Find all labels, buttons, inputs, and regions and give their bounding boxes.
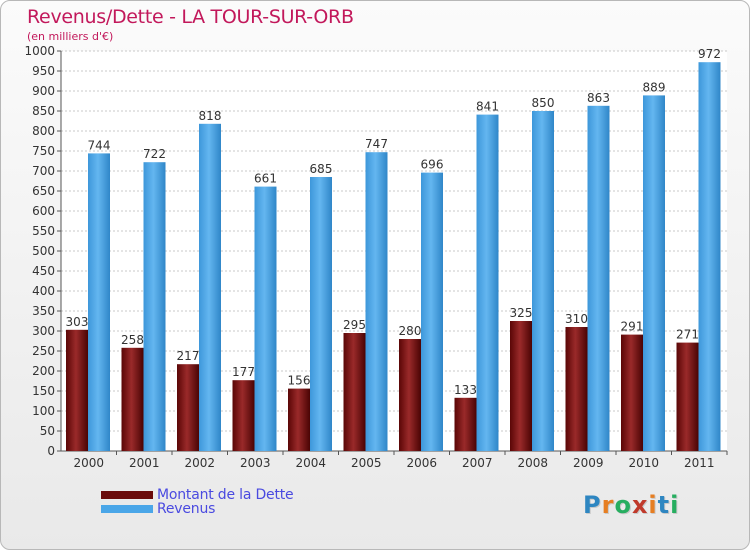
data-label-debt: 271 <box>676 328 699 342</box>
data-label-debt: 217 <box>177 349 200 363</box>
legend-label-debt: Montant de la Dette <box>157 487 294 503</box>
chart-title: Revenus/Dette - LA TOUR-SUR-ORB <box>27 6 354 28</box>
logo-letter: x <box>631 491 649 519</box>
y-tick-label: 350 <box>32 304 55 318</box>
bar-debt <box>288 388 310 451</box>
logo-letter: i <box>670 491 680 519</box>
x-tick-label: 2000 <box>73 456 104 470</box>
x-tick-label: 2005 <box>351 456 382 470</box>
y-tick-label: 900 <box>32 84 55 98</box>
data-label-revenue: 685 <box>310 162 333 176</box>
data-label-revenue: 850 <box>532 96 555 110</box>
x-tick-label: 2003 <box>240 456 271 470</box>
x-tick-label: 2002 <box>184 456 215 470</box>
bar-debt <box>232 380 255 451</box>
x-tick-label: 2011 <box>684 456 715 470</box>
x-tick-label: 2001 <box>129 456 160 470</box>
bar-revenue <box>476 114 499 451</box>
bar-debt <box>343 333 366 451</box>
y-tick-label: 750 <box>32 144 55 158</box>
logo-letter: o <box>614 491 632 519</box>
bar-debt <box>454 397 477 451</box>
y-tick-label: 950 <box>32 64 55 78</box>
bar-revenue <box>421 172 443 451</box>
bar-revenue <box>532 111 554 451</box>
y-tick-label: 700 <box>32 164 55 178</box>
data-label-revenue: 889 <box>643 80 666 94</box>
data-label-debt: 258 <box>121 333 144 347</box>
bar-revenue <box>254 186 277 451</box>
legend-swatch-revenue <box>101 505 153 513</box>
bar-revenue <box>88 153 110 451</box>
bar-debt <box>676 342 699 451</box>
y-tick-label: 300 <box>32 324 55 338</box>
data-label-revenue: 841 <box>476 100 499 114</box>
bar-chart: 0 50 100 150 200 250 300 350 400 450 500 550 600 650 7… <box>24 44 728 470</box>
y-tick-label: 100 <box>32 404 55 418</box>
bar-revenue <box>587 105 610 452</box>
bar-revenue <box>143 162 166 451</box>
bar-debt <box>510 321 532 451</box>
data-label-debt: 280 <box>399 324 422 338</box>
data-label-revenue: 818 <box>199 109 222 123</box>
logo-letter: P <box>583 491 602 519</box>
y-tick-label: 200 <box>32 364 55 378</box>
x-tick-label: 2008 <box>517 456 548 470</box>
data-label-debt: 295 <box>343 318 366 332</box>
legend-label-revenue: Revenus <box>157 501 216 517</box>
bar-revenue <box>698 62 721 451</box>
proxiti-logo: Proxiti <box>583 491 679 519</box>
bar-debt <box>565 327 588 451</box>
y-tick-label: 500 <box>32 244 55 258</box>
bar-debt <box>66 329 88 451</box>
data-label-revenue: 696 <box>421 158 444 172</box>
bar-debt <box>177 364 199 451</box>
x-tick-label: 2009 <box>573 456 604 470</box>
bar-debt <box>121 347 144 451</box>
y-tick-label: 800 <box>32 124 55 138</box>
bar-revenue <box>643 95 665 452</box>
data-label-debt: 291 <box>621 320 644 334</box>
y-tick-label: 400 <box>32 284 55 298</box>
y-tick-label: 850 <box>32 104 55 118</box>
data-label-debt: 310 <box>565 312 588 326</box>
bar-revenue <box>199 123 221 452</box>
data-label-revenue: 744 <box>88 138 111 152</box>
logo-letter: i <box>648 491 658 519</box>
data-label-debt: 156 <box>288 374 311 388</box>
x-tick-label: 2006 <box>406 456 437 470</box>
y-tick-label: 1000 <box>24 44 55 58</box>
data-label-revenue: 661 <box>254 172 277 186</box>
logo-letter: r <box>601 491 615 519</box>
y-tick-label: 150 <box>32 384 55 398</box>
data-label-revenue: 722 <box>143 147 166 161</box>
y-tick-label: 50 <box>40 424 55 438</box>
chart-subtitle: (en milliers d'€) <box>27 30 114 43</box>
legend-swatch-debt <box>101 491 153 499</box>
data-label-debt: 177 <box>232 365 255 379</box>
bar-revenue <box>365 152 388 451</box>
x-tick-label: 2004 <box>295 456 326 470</box>
x-tick-label: 2007 <box>462 456 493 470</box>
data-label-debt: 303 <box>66 315 89 329</box>
data-label-revenue: 747 <box>365 137 388 151</box>
logo-letter: t <box>657 491 671 519</box>
data-label-debt: 133 <box>454 383 477 397</box>
y-tick-label: 650 <box>32 184 55 198</box>
bar-revenue <box>310 177 332 451</box>
y-tick-label: 550 <box>32 224 55 238</box>
y-tick-label: 250 <box>32 344 55 358</box>
y-tick-label: 600 <box>32 204 55 218</box>
bar-debt <box>621 334 643 451</box>
y-tick-label: 0 <box>47 444 55 458</box>
data-label-debt: 325 <box>510 306 533 320</box>
x-tick-label: 2010 <box>628 456 659 470</box>
data-label-revenue: 863 <box>587 91 610 105</box>
y-tick-label: 450 <box>32 264 55 278</box>
data-label-revenue: 972 <box>698 47 721 61</box>
bar-debt <box>399 339 421 451</box>
